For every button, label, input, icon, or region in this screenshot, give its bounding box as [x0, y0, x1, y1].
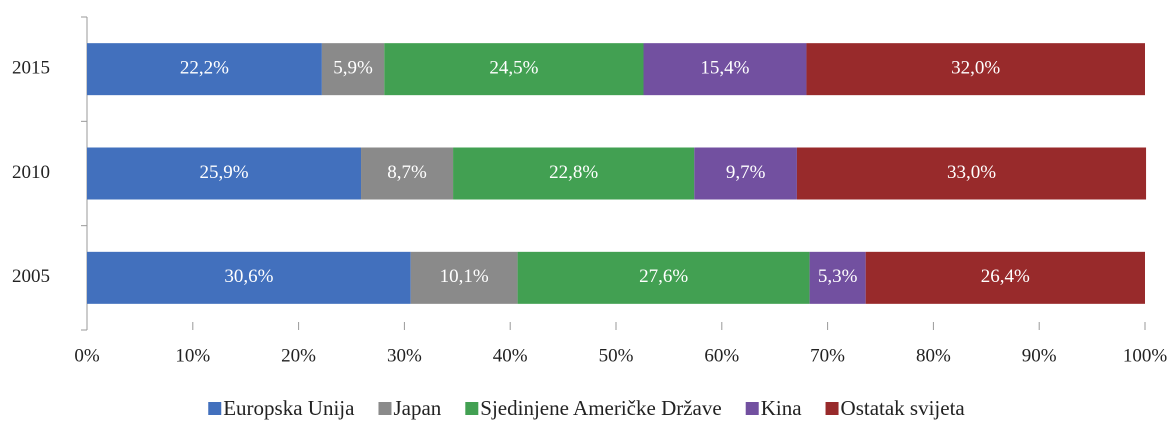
legend-swatch — [825, 402, 839, 415]
legend-swatch — [208, 402, 222, 415]
legend-swatch — [465, 402, 479, 415]
x-tick-label: 80% — [916, 345, 951, 366]
data-label: 10,1% — [440, 266, 489, 287]
x-tick-label: 50% — [599, 345, 634, 366]
data-label: 9,7% — [726, 162, 766, 183]
legend-label: Sjedinjene Američke Države — [480, 396, 721, 420]
bar-segment — [809, 251, 866, 304]
bar-segment — [87, 147, 362, 200]
data-label: 24,5% — [489, 58, 538, 79]
bar-segment — [87, 43, 322, 96]
data-label: 30,6% — [224, 266, 273, 287]
data-label: 22,8% — [549, 162, 598, 183]
x-tick-label: 100% — [1123, 345, 1168, 366]
x-tick-label: 10% — [175, 345, 210, 366]
data-label: 22,2% — [180, 58, 229, 79]
bar-segment — [865, 251, 1145, 304]
x-tick-label: 0% — [74, 345, 100, 366]
y-tick-label: 2015 — [12, 58, 50, 79]
legend-label: Japan — [393, 396, 441, 420]
legend-label: Kina — [761, 396, 803, 420]
data-label: 27,6% — [639, 266, 688, 287]
legend-label: Europska Unija — [223, 396, 355, 420]
data-label: 8,7% — [387, 162, 427, 183]
x-tick-label: 70% — [810, 345, 845, 366]
bar-segment — [796, 147, 1147, 200]
data-label: 5,3% — [818, 266, 858, 287]
data-label: 32,0% — [951, 58, 1000, 79]
data-label: 26,4% — [981, 266, 1030, 287]
bar-segment — [384, 43, 644, 96]
bar-segment — [321, 43, 385, 96]
x-tick-label: 90% — [1022, 345, 1057, 366]
legend-label: Ostatak svijeta — [841, 396, 966, 420]
data-label: 15,4% — [700, 58, 749, 79]
legend-swatch — [745, 402, 759, 415]
bar-segment — [694, 147, 797, 200]
y-tick-label: 2005 — [12, 266, 50, 287]
legend-swatch — [378, 402, 392, 415]
bar-segment — [410, 251, 518, 304]
bar-segment — [453, 147, 695, 200]
bar-segment — [87, 251, 411, 304]
x-tick-label: 30% — [387, 345, 422, 366]
x-tick-label: 60% — [704, 345, 739, 366]
bar-segment — [517, 251, 810, 304]
data-label: 25,9% — [199, 162, 248, 183]
y-tick-label: 2010 — [12, 162, 50, 183]
data-label: 33,0% — [947, 162, 996, 183]
bar-segment — [806, 43, 1145, 96]
x-tick-label: 20% — [281, 345, 316, 366]
bar-segment — [361, 147, 454, 200]
x-tick-label: 40% — [493, 345, 528, 366]
data-label: 5,9% — [333, 58, 373, 79]
bar-segment — [643, 43, 807, 96]
